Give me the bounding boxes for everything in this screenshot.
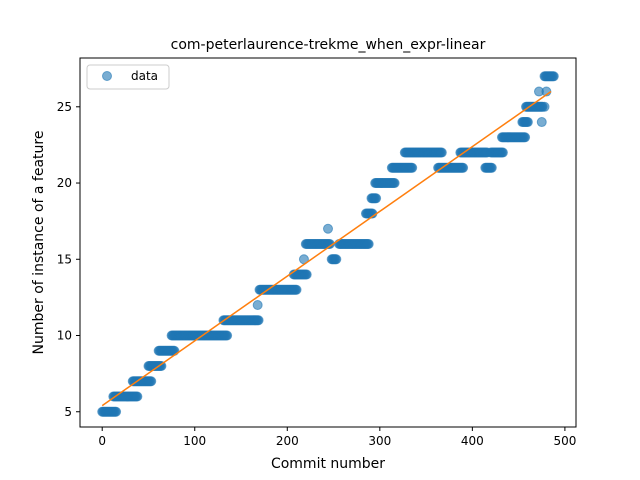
data-point bbox=[111, 406, 122, 417]
legend-label-data: data bbox=[131, 69, 158, 83]
data-point bbox=[252, 300, 263, 311]
x-tick-label: 0 bbox=[98, 434, 106, 448]
x-tick-label: 400 bbox=[461, 434, 484, 448]
y-tick-label: 15 bbox=[57, 252, 72, 266]
y-tick-label: 5 bbox=[64, 405, 72, 419]
data-point bbox=[522, 117, 533, 128]
legend-marker bbox=[102, 71, 112, 81]
data-point bbox=[536, 117, 547, 128]
x-tick-label: 500 bbox=[553, 434, 576, 448]
legend: data bbox=[86, 64, 170, 90]
data-point bbox=[331, 254, 342, 265]
x-tick-label: 200 bbox=[276, 434, 299, 448]
x-tick-label: 100 bbox=[183, 434, 206, 448]
data-point bbox=[363, 239, 374, 250]
y-axis-label: Number of instance of a feature bbox=[31, 131, 47, 355]
data-point bbox=[253, 315, 264, 326]
y-tick-label: 25 bbox=[57, 100, 72, 114]
chart-title: com-peterlaurence-trekme_when_expr-linea… bbox=[171, 37, 486, 53]
data-point bbox=[156, 361, 167, 372]
plot-marks bbox=[97, 71, 559, 417]
data-point bbox=[389, 178, 400, 189]
plot-frame bbox=[79, 57, 577, 428]
x-axis: 0 100 200 300 400 500 bbox=[98, 427, 576, 448]
data-point bbox=[371, 193, 382, 204]
data-point bbox=[146, 376, 157, 387]
data-point bbox=[132, 391, 143, 402]
data-point bbox=[301, 269, 312, 280]
y-tick-label: 10 bbox=[57, 329, 72, 343]
fit-line bbox=[101, 90, 552, 407]
data-point bbox=[222, 330, 233, 341]
data-point bbox=[291, 284, 302, 295]
data-point bbox=[458, 162, 469, 173]
data-point bbox=[436, 147, 447, 158]
x-axis-label: Commit number bbox=[271, 456, 385, 472]
data-point bbox=[548, 71, 559, 82]
data-point bbox=[520, 132, 531, 143]
data-point bbox=[323, 223, 333, 234]
x-tick-label: 300 bbox=[368, 434, 391, 448]
data-point bbox=[169, 345, 180, 356]
data-point bbox=[407, 162, 418, 173]
legend-box bbox=[86, 64, 170, 90]
y-tick-label: 20 bbox=[57, 176, 72, 190]
y-axis: 5 10 15 20 25 bbox=[57, 100, 80, 419]
data-point bbox=[539, 101, 550, 112]
data-point bbox=[486, 162, 497, 173]
data-point bbox=[497, 147, 508, 158]
